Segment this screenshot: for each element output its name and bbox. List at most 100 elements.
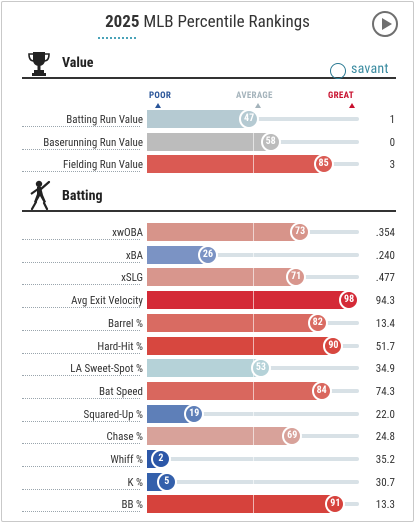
row-divider bbox=[22, 284, 140, 286]
metric-name: Baserunning Run Value bbox=[43, 135, 143, 149]
metric-value: 74.3 bbox=[375, 384, 395, 398]
metric-row: Hard-Hit % 90 51.7 bbox=[0, 335, 415, 357]
legend-poor: POOR bbox=[149, 91, 172, 101]
section-rule bbox=[22, 210, 396, 212]
percentile-bubble[interactable]: 58 bbox=[260, 131, 281, 152]
row-divider bbox=[22, 420, 140, 422]
average-marker bbox=[253, 381, 254, 400]
percentile-bubble[interactable]: 82 bbox=[307, 312, 328, 333]
percentile-bar bbox=[147, 313, 318, 332]
section-header-value: Value bbox=[22, 49, 396, 79]
metric-name: Bat Speed bbox=[99, 384, 143, 398]
metric-name: xSLG bbox=[121, 271, 143, 285]
batter-icon bbox=[30, 180, 51, 210]
percentile-bubble[interactable]: 84 bbox=[311, 380, 332, 401]
percentile-bubble[interactable]: 90 bbox=[323, 335, 344, 356]
row-divider bbox=[22, 171, 140, 172]
percentile-bar bbox=[147, 336, 334, 355]
percentile-bubble[interactable]: 2 bbox=[150, 449, 171, 469]
metric-row: Baserunning Run Value 58 0 bbox=[0, 131, 415, 153]
row-divider bbox=[22, 375, 140, 377]
average-marker bbox=[253, 450, 254, 468]
percentile-bubble[interactable]: 26 bbox=[197, 244, 218, 265]
percentile-bar bbox=[147, 223, 301, 241]
metric-row: Fielding Run Value 85 3 bbox=[0, 153, 415, 175]
metric-row: Whiff % 2 35.2 bbox=[0, 448, 415, 470]
percentile-bar bbox=[147, 245, 208, 264]
section-header-batting: Batting bbox=[22, 180, 396, 212]
metric-row: BB % 91 13.3 bbox=[0, 493, 415, 515]
percentile-bubble[interactable]: 91 bbox=[325, 494, 346, 515]
row-divider bbox=[22, 443, 140, 445]
section-label-batting: Batting bbox=[62, 188, 103, 204]
row-divider bbox=[22, 239, 140, 240]
metric-value: 35.2 bbox=[375, 453, 395, 466]
row-divider bbox=[22, 148, 140, 150]
legend-poor-arrow bbox=[155, 103, 161, 108]
percentile-bubble[interactable]: 85 bbox=[313, 154, 334, 174]
metric-name: LA Sweet-Spot % bbox=[70, 362, 143, 376]
percentile-bubble[interactable]: 69 bbox=[282, 426, 303, 447]
metric-value: 51.7 bbox=[375, 339, 395, 353]
metric-name: xwOBA bbox=[112, 226, 143, 239]
average-marker bbox=[253, 245, 254, 264]
row-divider bbox=[22, 488, 140, 490]
metric-row: Bat Speed 84 74.3 bbox=[0, 380, 415, 402]
metric-name: Barrel % bbox=[107, 316, 143, 330]
metric-value: 1 bbox=[389, 113, 395, 126]
metric-name: Fielding Run Value bbox=[63, 158, 143, 171]
metric-value: 34.9 bbox=[375, 362, 395, 376]
metric-row: Chase % 69 24.8 bbox=[0, 425, 415, 447]
play-button[interactable] bbox=[372, 11, 398, 37]
savant-logo-text: savant bbox=[351, 61, 389, 77]
percentile-bar bbox=[147, 132, 271, 151]
metric-row: Avg Exit Velocity 98 94.3 bbox=[0, 289, 415, 311]
metric-value: 3 bbox=[389, 158, 395, 171]
metric-value: .354 bbox=[375, 226, 395, 239]
title-text: MLB Percentile Rankings bbox=[139, 12, 310, 32]
row-divider bbox=[22, 261, 140, 263]
percentile-bubble[interactable]: 19 bbox=[184, 403, 205, 424]
percentile-bar bbox=[147, 381, 322, 400]
row-divider bbox=[22, 511, 140, 513]
metric-row: Barrel % 82 13.4 bbox=[0, 312, 415, 334]
percentile-bubble[interactable]: 53 bbox=[250, 358, 271, 379]
row-divider bbox=[22, 397, 140, 399]
percentile-bar bbox=[147, 268, 297, 287]
percentile-bar bbox=[147, 404, 195, 423]
metric-value: 22.0 bbox=[375, 407, 395, 421]
percentile-bubble[interactable]: 71 bbox=[286, 267, 307, 288]
metric-row: xSLG 71 .477 bbox=[0, 266, 415, 288]
page-title: 2025 MLB Percentile Rankings bbox=[0, 12, 415, 32]
metric-name: Avg Exit Velocity bbox=[71, 294, 143, 308]
metric-name: Hard-Hit % bbox=[97, 339, 143, 353]
percentile-bubble[interactable]: 98 bbox=[339, 290, 360, 311]
average-marker bbox=[253, 268, 254, 287]
percentile-bubble[interactable]: 5 bbox=[156, 471, 177, 492]
metric-row: K % 5 30.7 bbox=[0, 471, 415, 493]
average-marker bbox=[253, 336, 254, 355]
metric-name: Squared-Up % bbox=[83, 407, 143, 421]
row-divider bbox=[22, 466, 140, 467]
average-marker bbox=[253, 132, 254, 151]
average-marker bbox=[253, 313, 254, 332]
average-marker bbox=[253, 427, 254, 446]
row-divider bbox=[22, 352, 140, 354]
metric-value: .477 bbox=[375, 271, 395, 285]
metric-value: 30.7 bbox=[375, 475, 395, 489]
metric-row: xwOBA 73 .354 bbox=[0, 221, 415, 243]
metric-value: 13.3 bbox=[375, 498, 395, 512]
average-marker bbox=[253, 404, 254, 423]
percentile-bar bbox=[147, 495, 336, 514]
percentile-bubble[interactable]: 47 bbox=[239, 109, 260, 129]
row-divider bbox=[22, 329, 140, 331]
percentile-bubble[interactable]: 73 bbox=[290, 222, 311, 242]
metric-name: Batting Run Value bbox=[66, 113, 143, 126]
metric-value: 13.4 bbox=[375, 316, 395, 330]
metric-name: K % bbox=[127, 475, 144, 489]
percentile-bar bbox=[147, 427, 293, 446]
percentile-bar bbox=[147, 359, 261, 378]
average-marker bbox=[253, 223, 254, 241]
savant-ball-icon bbox=[330, 63, 346, 79]
section-rule bbox=[22, 77, 396, 79]
